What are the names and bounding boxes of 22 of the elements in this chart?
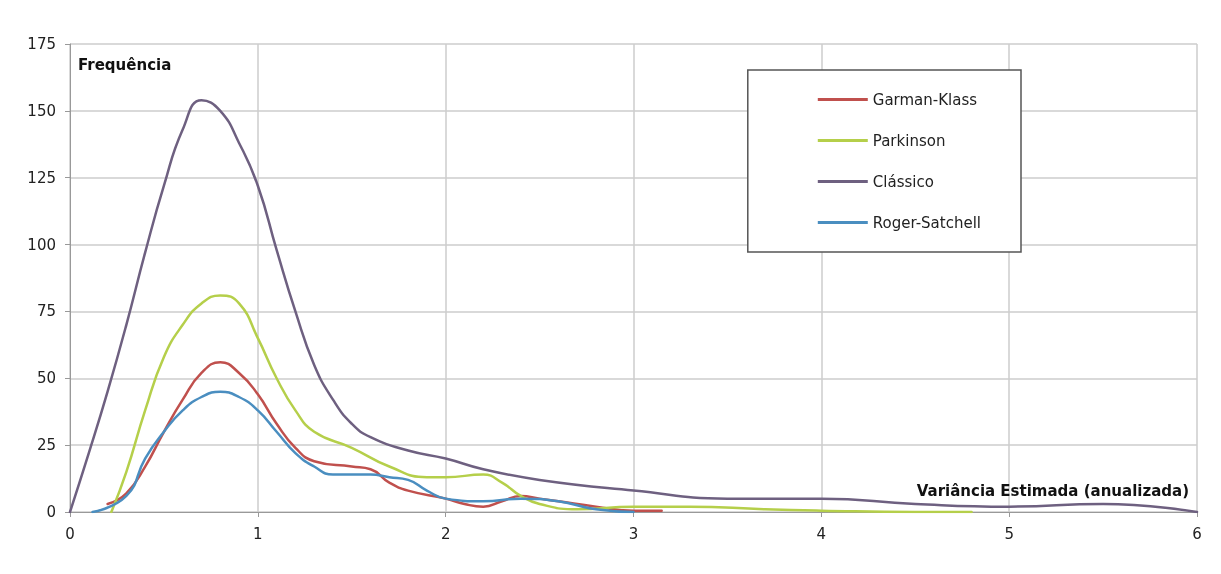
y-tick-label: 75 bbox=[36, 302, 56, 321]
legend-label: Clássico bbox=[872, 172, 934, 191]
y-tick-label: 125 bbox=[27, 168, 56, 187]
y-tick-label: 175 bbox=[27, 35, 56, 53]
x-axis-title: Variância Estimada (anualizada) bbox=[916, 481, 1189, 500]
x-tick-label: 4 bbox=[816, 524, 827, 543]
line-series bbox=[91, 390, 635, 514]
x-tick-label: 5 bbox=[1004, 524, 1014, 543]
x-tick-label: 2 bbox=[440, 524, 451, 543]
x-tick-label: 6 bbox=[1192, 524, 1202, 543]
y-tick-label: 50 bbox=[36, 369, 56, 388]
y-tick-label: 100 bbox=[27, 235, 56, 254]
x-tick-label: 0 bbox=[65, 524, 75, 543]
y-axis-title: Frequência bbox=[78, 55, 172, 74]
y-tick-label: 150 bbox=[27, 101, 56, 120]
legend-label: Parkinson bbox=[872, 131, 946, 150]
x-tick-label: 1 bbox=[253, 524, 263, 543]
x-tick-label: 3 bbox=[628, 524, 639, 543]
y-tick-label: 25 bbox=[36, 436, 56, 455]
y-tick-label: 0 bbox=[46, 503, 56, 521]
legend-label: Garman-Klass bbox=[872, 90, 978, 109]
legend-label: Roger-Satchell bbox=[872, 213, 982, 232]
